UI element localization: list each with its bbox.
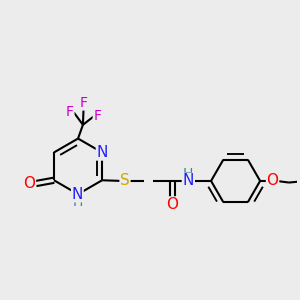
Text: F: F	[66, 105, 74, 119]
Text: O: O	[23, 176, 35, 191]
Text: N: N	[182, 173, 194, 188]
Text: F: F	[93, 109, 101, 123]
Text: O: O	[166, 197, 178, 212]
Text: S: S	[120, 173, 130, 188]
Text: H: H	[183, 167, 193, 181]
Text: N: N	[72, 187, 83, 202]
Text: N: N	[96, 145, 108, 160]
Text: F: F	[80, 96, 88, 110]
Text: O: O	[267, 173, 279, 188]
Text: H: H	[72, 195, 82, 209]
